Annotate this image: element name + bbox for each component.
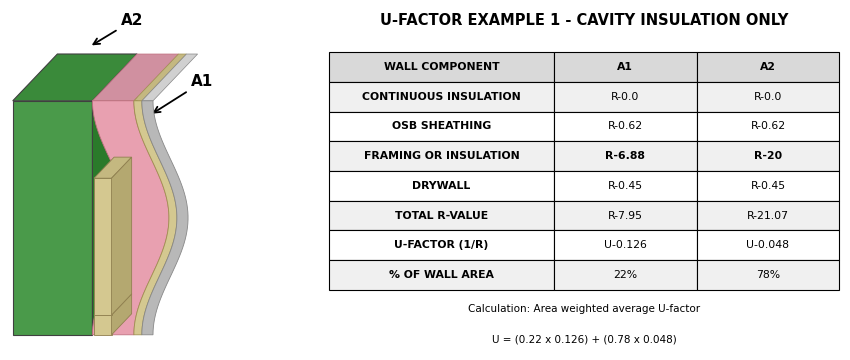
Bar — [697, 230, 839, 260]
Bar — [329, 112, 554, 141]
Text: FRAMING OR INSULATION: FRAMING OR INSULATION — [364, 151, 519, 161]
Polygon shape — [13, 54, 137, 101]
Bar — [329, 141, 554, 171]
Text: A2: A2 — [760, 62, 776, 72]
Text: R-0.62: R-0.62 — [751, 121, 785, 131]
Text: U-FACTOR (1/R): U-FACTOR (1/R) — [394, 240, 489, 250]
PathPatch shape — [133, 101, 177, 335]
Text: R-0.45: R-0.45 — [608, 181, 643, 191]
PathPatch shape — [93, 101, 169, 335]
Bar — [554, 230, 697, 260]
Bar — [554, 141, 697, 171]
Text: R-6.88: R-6.88 — [605, 151, 645, 161]
Bar — [329, 82, 554, 112]
Bar — [554, 52, 697, 82]
Bar — [697, 82, 839, 112]
Polygon shape — [93, 54, 137, 335]
Text: R-7.95: R-7.95 — [608, 211, 643, 221]
Polygon shape — [94, 178, 111, 315]
Text: R-21.07: R-21.07 — [747, 211, 789, 221]
Polygon shape — [93, 54, 178, 101]
Text: A1: A1 — [154, 75, 213, 113]
Bar — [697, 171, 839, 201]
Text: R-0.45: R-0.45 — [751, 181, 785, 191]
Text: A2: A2 — [94, 13, 144, 44]
Polygon shape — [13, 101, 93, 335]
Bar — [697, 260, 839, 290]
Polygon shape — [111, 157, 132, 315]
Polygon shape — [94, 315, 111, 335]
Bar — [554, 171, 697, 201]
Polygon shape — [133, 54, 186, 101]
Text: R-0.62: R-0.62 — [608, 121, 643, 131]
Bar — [554, 82, 697, 112]
Text: 22%: 22% — [613, 270, 638, 280]
Text: 78%: 78% — [756, 270, 780, 280]
Bar — [329, 260, 554, 290]
Text: % OF WALL AREA: % OF WALL AREA — [389, 270, 494, 280]
Bar — [554, 112, 697, 141]
Bar — [554, 201, 697, 230]
Bar — [697, 201, 839, 230]
Text: OSB SHEATHING: OSB SHEATHING — [392, 121, 491, 131]
Text: WALL COMPONENT: WALL COMPONENT — [383, 62, 500, 72]
Text: U-0.048: U-0.048 — [746, 240, 790, 250]
Text: DRYWALL: DRYWALL — [412, 181, 471, 191]
Text: R-20: R-20 — [754, 151, 782, 161]
Bar — [697, 141, 839, 171]
Bar — [697, 52, 839, 82]
Text: U-FACTOR EXAMPLE 1 - CAVITY INSULATION ONLY: U-FACTOR EXAMPLE 1 - CAVITY INSULATION O… — [380, 13, 789, 28]
Polygon shape — [142, 54, 197, 101]
Bar — [329, 230, 554, 260]
Polygon shape — [94, 294, 132, 315]
Text: A1: A1 — [617, 62, 633, 72]
Text: CONTINUOUS INSULATION: CONTINUOUS INSULATION — [362, 92, 521, 102]
Bar — [329, 171, 554, 201]
Text: TOTAL R-VALUE: TOTAL R-VALUE — [395, 211, 488, 221]
Polygon shape — [111, 294, 132, 335]
Text: R-0.0: R-0.0 — [754, 92, 782, 102]
Bar — [329, 52, 554, 82]
Text: Calculation: Area weighted average U-factor: Calculation: Area weighted average U-fac… — [468, 304, 700, 314]
PathPatch shape — [142, 101, 188, 335]
Text: U-0.126: U-0.126 — [604, 240, 647, 250]
Text: R-0.0: R-0.0 — [611, 92, 639, 102]
Bar — [554, 260, 697, 290]
Bar — [697, 112, 839, 141]
Bar — [329, 201, 554, 230]
Text: U = (0.22 x 0.126) + (0.78 x 0.048): U = (0.22 x 0.126) + (0.78 x 0.048) — [492, 335, 677, 345]
Polygon shape — [94, 157, 132, 178]
